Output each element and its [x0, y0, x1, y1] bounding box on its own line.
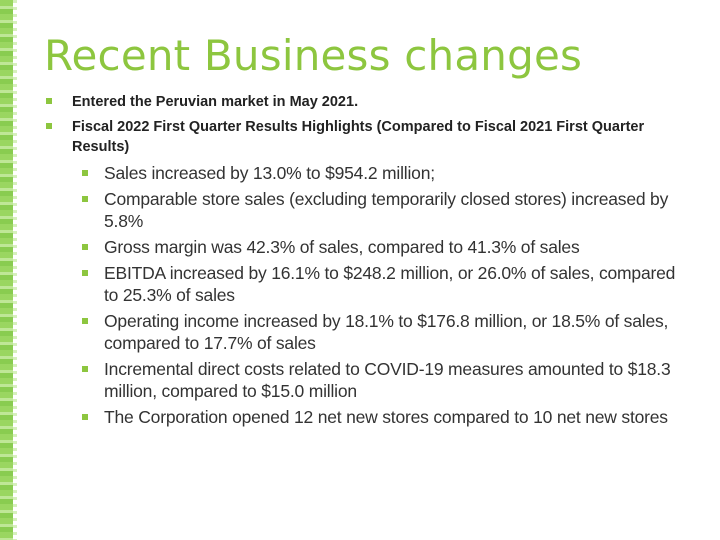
stripe-pattern-light	[13, 0, 17, 540]
stripe-pattern	[0, 0, 14, 540]
square-bullet-icon	[82, 366, 88, 372]
square-bullet-icon	[46, 98, 52, 104]
slide-content: Entered the Peruvian market in May 2021.…	[46, 92, 682, 432]
side-decorative-stripe	[0, 0, 20, 540]
bullet-text: Fiscal 2022 First Quarter Results Highli…	[72, 119, 645, 155]
sub-bullet-text: Incremental direct costs related to COVI…	[104, 359, 671, 401]
bullet-q1-highlights: Fiscal 2022 First Quarter Results Highli…	[46, 117, 682, 157]
sub-bullet-gross-margin: Gross margin was 42.3% of sales, compare…	[82, 236, 682, 258]
sub-bullet-text: Comparable store sales (excluding tempor…	[104, 189, 669, 231]
sub-bullet-text: Operating income increased by 18.1% to $…	[104, 311, 669, 353]
sub-bullet-text: Gross margin was 42.3% of sales, compare…	[104, 237, 580, 257]
square-bullet-icon	[82, 318, 88, 324]
bullet-text: Entered the Peruvian market in May 2021.	[72, 94, 359, 110]
sub-bullet-covid-costs: Incremental direct costs related to COVI…	[82, 358, 682, 402]
sub-bullet-comparable-sales: Comparable store sales (excluding tempor…	[82, 188, 682, 232]
sub-bullet-text: EBITDA increased by 16.1% to $248.2 mill…	[104, 263, 676, 305]
square-bullet-icon	[82, 414, 88, 420]
square-bullet-icon	[82, 170, 88, 176]
sub-bullet-ebitda: EBITDA increased by 16.1% to $248.2 mill…	[82, 262, 682, 306]
square-bullet-icon	[46, 123, 52, 129]
bullet-peru: Entered the Peruvian market in May 2021.	[46, 92, 682, 112]
square-bullet-icon	[82, 196, 88, 202]
sub-bullet-sales: Sales increased by 13.0% to $954.2 milli…	[82, 162, 682, 184]
sub-bullet-new-stores: The Corporation opened 12 net new stores…	[82, 406, 682, 428]
sub-bullet-text: Sales increased by 13.0% to $954.2 milli…	[104, 163, 435, 183]
slide-title: Recent Business changes	[44, 31, 583, 80]
square-bullet-icon	[82, 270, 88, 276]
sub-bullet-operating-income: Operating income increased by 18.1% to $…	[82, 310, 682, 354]
square-bullet-icon	[82, 244, 88, 250]
sub-bullet-text: The Corporation opened 12 net new stores…	[104, 407, 668, 427]
sub-bullet-list: Sales increased by 13.0% to $954.2 milli…	[82, 162, 682, 428]
